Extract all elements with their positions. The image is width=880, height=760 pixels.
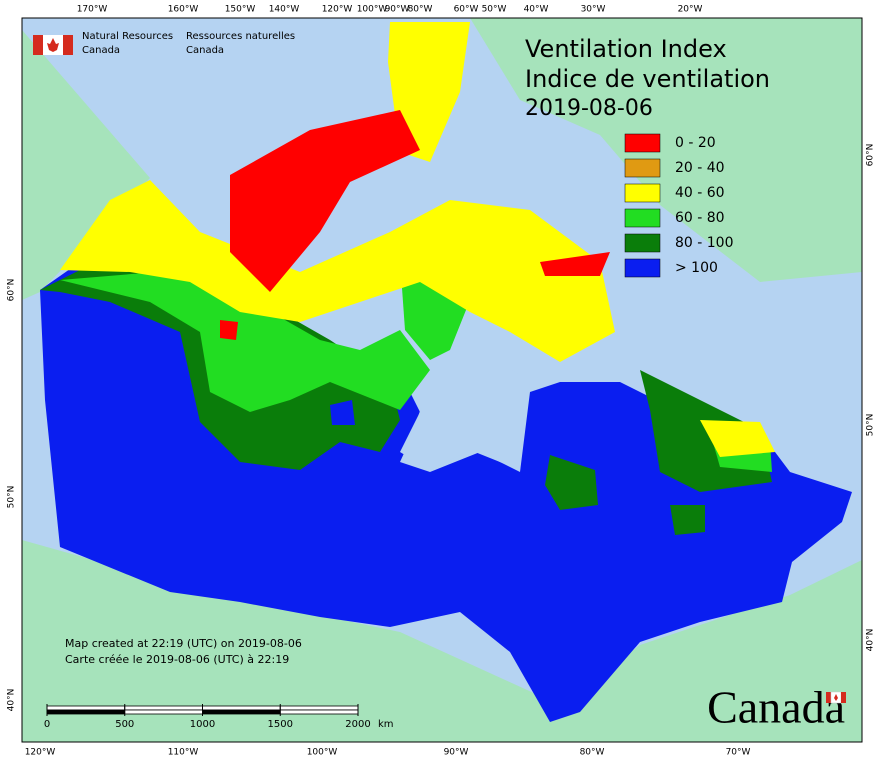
longitude-label: 100°W [357, 5, 388, 15]
longitude-label: 140°W [269, 5, 300, 15]
longitude-label: 40°W [524, 5, 549, 15]
longitude-label: 80°W [580, 748, 605, 758]
scale-bar: 0 500 1000 1500 2000 km [44, 704, 394, 730]
legend-swatch [624, 158, 661, 178]
scale-segment [124, 705, 203, 711]
logo [33, 35, 73, 55]
longitude-label: 50°W [482, 5, 507, 15]
longitude-label: 150°W [225, 5, 256, 15]
latitude-label: 40°N [7, 689, 17, 712]
scale-label: 2000 [345, 719, 370, 730]
wordmark-flag [826, 691, 846, 704]
scale-segment [279, 709, 359, 715]
agency-en: Natural Resources [82, 31, 173, 42]
longitude-label: 110°W [168, 748, 199, 758]
legend-swatch [624, 233, 661, 253]
legend-swatch [624, 133, 661, 153]
title-en: Ventilation Index [525, 35, 727, 63]
title-date: 2019-08-06 [525, 96, 653, 121]
legend-label: 40 - 60 [675, 185, 725, 201]
legend-label: > 100 [675, 260, 718, 276]
longitude-label: 90°W [385, 5, 410, 15]
frame [21, 17, 863, 743]
longitude-label: 80°W [408, 5, 433, 15]
longitude-label: 170°W [77, 5, 108, 15]
longitude-label: 120°W [25, 748, 56, 758]
agency-en: Canada [82, 45, 120, 56]
latitude-label: 60°N [866, 144, 876, 167]
note: Carte créée le 2019-08-06 (UTC) à 22:19 [65, 653, 289, 666]
scale-segment [202, 705, 281, 711]
longitude-label: 160°W [168, 5, 199, 15]
latitude-label: 40°N [866, 629, 876, 652]
scale-segment [46, 709, 126, 715]
longitude-label: 100°W [307, 748, 338, 758]
scale-segment [124, 709, 203, 715]
scale-segment [279, 705, 359, 711]
legend-label: 0 - 20 [675, 135, 716, 151]
scale-label: 1500 [268, 719, 293, 730]
scale-segment [46, 705, 126, 711]
legend: 0 - 20 20 - 40 40 - 60 60 - 80 80 - 100 > 100 [624, 133, 734, 278]
scale-segment [202, 709, 281, 715]
legend-label: 80 - 100 [675, 235, 734, 251]
agency-fr: Canada [186, 45, 224, 56]
scale-label: 500 [115, 719, 134, 730]
agency-fr: Ressources naturelles [186, 31, 295, 42]
note: Map created at 22:19 (UTC) on 2019-08-06 [65, 637, 302, 650]
title-fr: Indice de ventilation [525, 65, 770, 93]
land-background [22, 18, 862, 742]
longitude-label: 70°W [726, 748, 751, 758]
longitude-label: 20°W [678, 5, 703, 15]
wordmark: Canada [707, 682, 845, 733]
legend-label: 20 - 40 [675, 160, 725, 176]
longitude-label: 30°W [581, 5, 606, 15]
index-zones [40, 22, 852, 722]
scale-unit: km [378, 719, 394, 730]
legend-swatch [624, 183, 661, 203]
latitude-label: 60°N [7, 279, 17, 302]
scale-label: 1000 [190, 719, 215, 730]
legend-label: 60 - 80 [675, 210, 725, 226]
legend-swatch [624, 258, 661, 278]
legend-swatch [624, 208, 661, 228]
longitude-label: 90°W [444, 748, 469, 758]
longitude-label: 60°W [454, 5, 479, 15]
latitude-label: 50°N [866, 414, 876, 437]
longitude-label: 120°W [322, 5, 353, 15]
latitude-label: 50°N [7, 486, 17, 509]
scale-label: 0 [44, 719, 50, 730]
